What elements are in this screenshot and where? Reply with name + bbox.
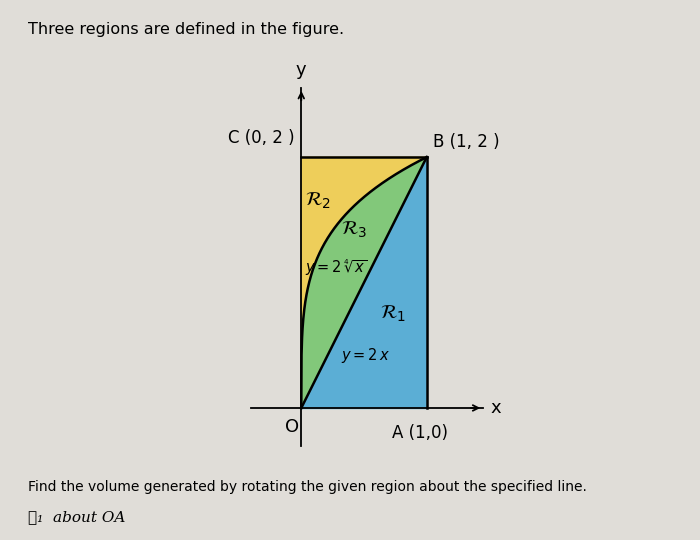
Text: x: x [491, 399, 501, 417]
Polygon shape [301, 157, 427, 408]
Text: y: y [296, 62, 307, 79]
Text: $y = 2\,x$: $y = 2\,x$ [342, 346, 391, 365]
Text: ℛ₁  about OA: ℛ₁ about OA [28, 510, 125, 524]
Text: Find the volume generated by rotating the given region about the specified line.: Find the volume generated by rotating th… [28, 480, 587, 494]
Text: $\mathcal{R}_1$: $\mathcal{R}_1$ [379, 303, 406, 324]
Text: B (1, 2 ): B (1, 2 ) [433, 133, 500, 151]
Text: C (0, 2 ): C (0, 2 ) [228, 129, 295, 147]
Text: $y = 2\,\sqrt[4]{x}$: $y = 2\,\sqrt[4]{x}$ [305, 258, 368, 278]
Text: $\mathcal{R}_2$: $\mathcal{R}_2$ [304, 191, 330, 211]
Text: $\mathcal{R}_3$: $\mathcal{R}_3$ [341, 220, 368, 240]
Text: Three regions are defined in the figure.: Three regions are defined in the figure. [28, 22, 344, 37]
Polygon shape [301, 157, 427, 408]
Text: A (1,0): A (1,0) [393, 424, 449, 442]
Text: O: O [286, 418, 300, 436]
Polygon shape [301, 157, 427, 408]
